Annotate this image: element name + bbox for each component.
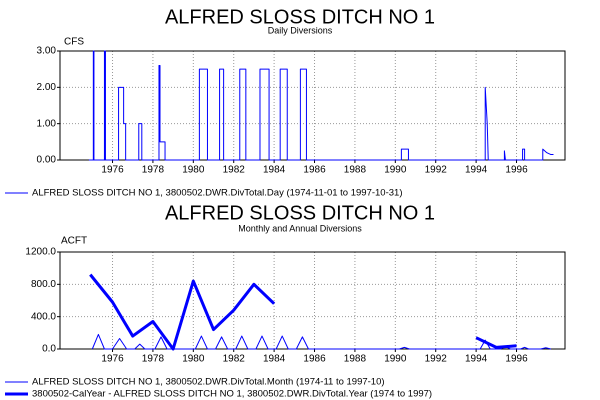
y-tick-label: 800.0 (31, 279, 56, 290)
x-tick-label: 1990 (384, 354, 407, 365)
x-tick-label: 1996 (505, 354, 528, 365)
x-tick-label: 1986 (303, 354, 326, 365)
x-tick-label: 1988 (344, 354, 367, 365)
x-tick-label: 1996 (505, 165, 528, 176)
plot-frame (59, 50, 566, 161)
y-tick-label: 0.00 (37, 155, 57, 166)
x-tick-label: 1984 (263, 165, 286, 176)
x-tick-label: 1994 (465, 354, 488, 365)
x-tick-label: 1984 (263, 354, 286, 365)
chart-subtitle: Daily Diversions (268, 25, 333, 35)
x-tick-label: 1976 (101, 354, 124, 365)
x-tick-label: 1976 (101, 165, 124, 176)
series-line (89, 273, 517, 351)
legend-label: ALFRED SLOSS DITCH NO 1, 3800502.DWR.Div… (32, 188, 402, 199)
chart-title: ALFRED SLOSS DITCH NO 1 (165, 202, 435, 224)
x-tick-label: 1978 (142, 354, 165, 365)
x-tick-label: 1980 (182, 165, 205, 176)
legend-label: 3800502-CalYear - ALFRED SLOSS DITCH NO … (32, 389, 432, 400)
x-tick-label: 1992 (425, 354, 448, 365)
y-axis-label: ACFT (61, 236, 87, 247)
x-tick-label: 1994 (465, 165, 488, 176)
y-axis-label: CFS (64, 37, 84, 48)
x-tick-label: 1992 (425, 165, 448, 176)
y-tick-label: 2.00 (37, 82, 57, 93)
x-tick-label: 1990 (384, 165, 407, 176)
x-tick-label: 1982 (223, 165, 246, 176)
y-tick-label: 1200.0 (25, 247, 56, 258)
y-tick-label: 400.0 (31, 311, 56, 322)
x-tick-label: 1982 (223, 354, 246, 365)
x-tick-label: 1978 (142, 165, 165, 176)
series-line (88, 50, 554, 161)
x-tick-label: 1988 (344, 165, 367, 176)
chart-subtitle: Monthly and Annual Diversions (238, 223, 362, 233)
y-tick-label: 1.00 (37, 118, 57, 129)
chart-title: ALFRED SLOSS DITCH NO 1 (165, 6, 435, 28)
x-tick-label: 1980 (182, 354, 205, 365)
y-tick-label: 0.0 (42, 344, 56, 355)
x-tick-label: 1986 (303, 165, 326, 176)
y-tick-label: 3.00 (37, 46, 57, 57)
legend-label: ALFRED SLOSS DITCH NO 1, 3800502.DWR.Div… (32, 377, 385, 388)
